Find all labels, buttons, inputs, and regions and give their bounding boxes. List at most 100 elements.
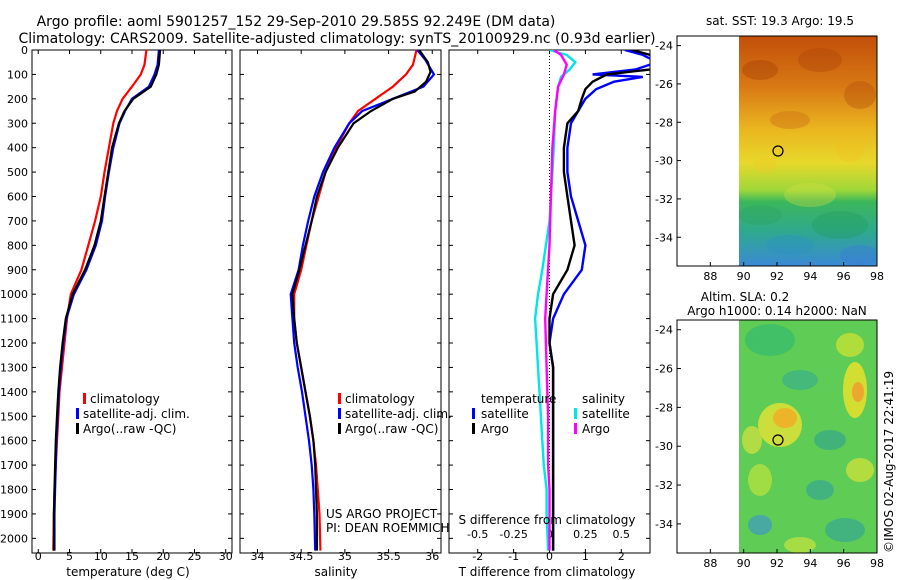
temperature-series-argo xyxy=(52,49,162,551)
temperature-xlabel: temperature (deg C) xyxy=(66,565,189,579)
depth-tick-label: 600 xyxy=(7,191,28,204)
s-diff-tick-label: 0.5 xyxy=(613,528,631,541)
x-tick-label: 1 xyxy=(582,550,589,563)
depth-tick-label: 1900 xyxy=(0,508,28,521)
depth-tick-label: 1100 xyxy=(0,313,28,326)
depth-tick-label: 2000 xyxy=(0,532,28,545)
legend-swatch-s-argo xyxy=(574,423,577,434)
map-x-tick-label: 88 xyxy=(703,270,717,283)
depth-tick-label: 200 xyxy=(7,93,28,106)
temperature-profile-chart: 0 5 10 15 20 25 30 xyxy=(32,49,233,563)
map-y-tick-label: -26 xyxy=(655,78,673,91)
difference-xlabel: T difference from climatology xyxy=(458,565,636,579)
depth-tick-label: 300 xyxy=(7,117,28,130)
depth-tick-label: 1400 xyxy=(0,386,28,399)
legend-label-argo: Argo(..raw -QC) xyxy=(83,422,176,436)
legend-label-t-satellite: satellite xyxy=(481,407,529,421)
map-x-tick-label: 90 xyxy=(737,270,751,283)
depth-axis: 0 100 200 300 400 500 600 700 800 900 1000 1100 1200… xyxy=(0,44,28,545)
depth-tick-label: 1000 xyxy=(0,288,28,301)
salinity-series-argo xyxy=(291,49,432,551)
difference-series-s-argo xyxy=(543,50,568,551)
sst-map: sat. SST: 19.3 Argo: 19.5 88 90 92 94 96 98 -2… xyxy=(655,14,884,283)
map-x-tick-label: 96 xyxy=(837,557,851,570)
salinity-xlabel: salinity xyxy=(314,565,357,579)
x-tick-label: 35 xyxy=(338,550,352,563)
x-tick-label: 20 xyxy=(156,550,170,563)
depth-tick-label: 0 xyxy=(21,44,28,57)
map-x-tick-label: 88 xyxy=(703,557,717,570)
imos-timestamp: ©IMOS 02-Aug-2017 22:41:19 xyxy=(882,371,896,553)
map-y-tick-label: -32 xyxy=(655,193,673,206)
map-x-tick-label: 94 xyxy=(803,557,817,570)
depth-tick-label: 700 xyxy=(7,215,28,228)
salinity-panel-frame xyxy=(239,49,442,554)
depth-tick-label: 900 xyxy=(7,264,28,277)
legend-label-argo: Argo(..raw -QC) xyxy=(345,422,438,436)
salinity-profile-chart: 34 34.5 35 35.5 36 xyxy=(240,49,441,563)
sst-field xyxy=(739,36,877,266)
difference-top-xlabel: S difference from climatology xyxy=(459,513,636,527)
depth-tick-label: 1500 xyxy=(0,410,28,423)
map-x-tick-label: 98 xyxy=(870,557,884,570)
map-x-tick-label: 94 xyxy=(803,270,817,283)
x-tick-label: -1 xyxy=(508,550,519,563)
s-diff-tick-label: -0.5 xyxy=(467,528,488,541)
legend-label-t-argo: Argo xyxy=(481,422,509,436)
legend-label-satellite: satellite-adj. clim. xyxy=(345,407,452,421)
depth-tick-label: 100 xyxy=(7,68,28,81)
argo-position-marker xyxy=(772,145,784,157)
sla-map-axes: 88 90 92 94 96 98 -24 -26 -28 -30 -32 -34 xyxy=(655,324,884,570)
sst-map-axes: 88 90 92 94 96 98 -24 -26 -28 -30 -32 -34 xyxy=(655,40,884,283)
legend-swatch-s-satellite xyxy=(574,408,577,419)
x-tick-label: -2 xyxy=(472,550,483,563)
x-tick-label: 34 xyxy=(250,550,264,563)
legend-label-s-argo: Argo xyxy=(582,422,610,436)
difference-series-t-argo xyxy=(548,50,650,551)
sla-map: Altim. SLA: 0.2 Argo h1000: 0.14 h2000: … xyxy=(655,290,884,570)
map-y-tick-label: -30 xyxy=(655,155,673,168)
sla-map-title: Altim. SLA: 0.2 xyxy=(701,290,789,304)
x-tick-label: 36 xyxy=(425,550,439,563)
depth-tick-label: 1800 xyxy=(0,484,28,497)
argo-position-marker xyxy=(772,434,784,446)
map-y-tick-label: -28 xyxy=(655,401,673,414)
map-y-tick-label: -28 xyxy=(655,116,673,129)
map-x-tick-label: 90 xyxy=(737,557,751,570)
map-y-tick-label: -24 xyxy=(655,324,673,337)
legend-swatch-argo xyxy=(338,423,341,434)
legend-title-temperature: temperature xyxy=(481,392,556,406)
depth-tick-label: 400 xyxy=(7,142,28,155)
depth-tick-label: 1600 xyxy=(0,435,28,448)
map-y-tick-label: -34 xyxy=(655,231,673,244)
depth-tick-label: 1200 xyxy=(0,337,28,350)
salinity-series-satellite-adj xyxy=(289,49,436,551)
sst-map-title: sat. SST: 19.3 Argo: 19.5 xyxy=(706,14,854,28)
x-tick-label: 2 xyxy=(618,550,625,563)
depth-tick-label: 500 xyxy=(7,166,28,179)
map-y-tick-label: -34 xyxy=(655,518,673,531)
temperature-panel-frame xyxy=(31,49,233,554)
difference-profile-chart: -2 -1 0 1 2-0.5 -0.25 0 0.25 0.5 xyxy=(449,49,650,563)
legend-swatch-argo xyxy=(76,423,79,434)
map-y-tick-label: -26 xyxy=(655,363,673,376)
x-tick-label: 25 xyxy=(188,550,202,563)
legend-label-climatology: climatology xyxy=(90,392,160,406)
depth-tick-label: 800 xyxy=(7,239,28,252)
legend-title-salinity: salinity xyxy=(582,392,625,406)
legend-swatch-satellite xyxy=(76,408,79,419)
x-tick-label: 34.5 xyxy=(289,550,314,563)
figure-title-line1: Argo profile: aoml 5901257_152 29-Sep-20… xyxy=(37,14,556,30)
project-pi: PI: DEAN ROEMMICH xyxy=(326,521,449,535)
x-tick-label: 0 xyxy=(546,550,553,563)
legend-label-satellite: satellite-adj. clim. xyxy=(83,407,190,421)
legend-swatch-satellite xyxy=(338,408,341,419)
temperature-series-climatology xyxy=(52,49,148,551)
legend-swatch-climatology xyxy=(83,393,86,404)
map-x-tick-label: 92 xyxy=(770,557,784,570)
depth-tick-label: 1700 xyxy=(0,459,28,472)
s-diff-tick-label: -0.25 xyxy=(499,528,527,541)
x-tick-label: 30 xyxy=(219,550,233,563)
map-y-tick-label: -32 xyxy=(655,479,673,492)
